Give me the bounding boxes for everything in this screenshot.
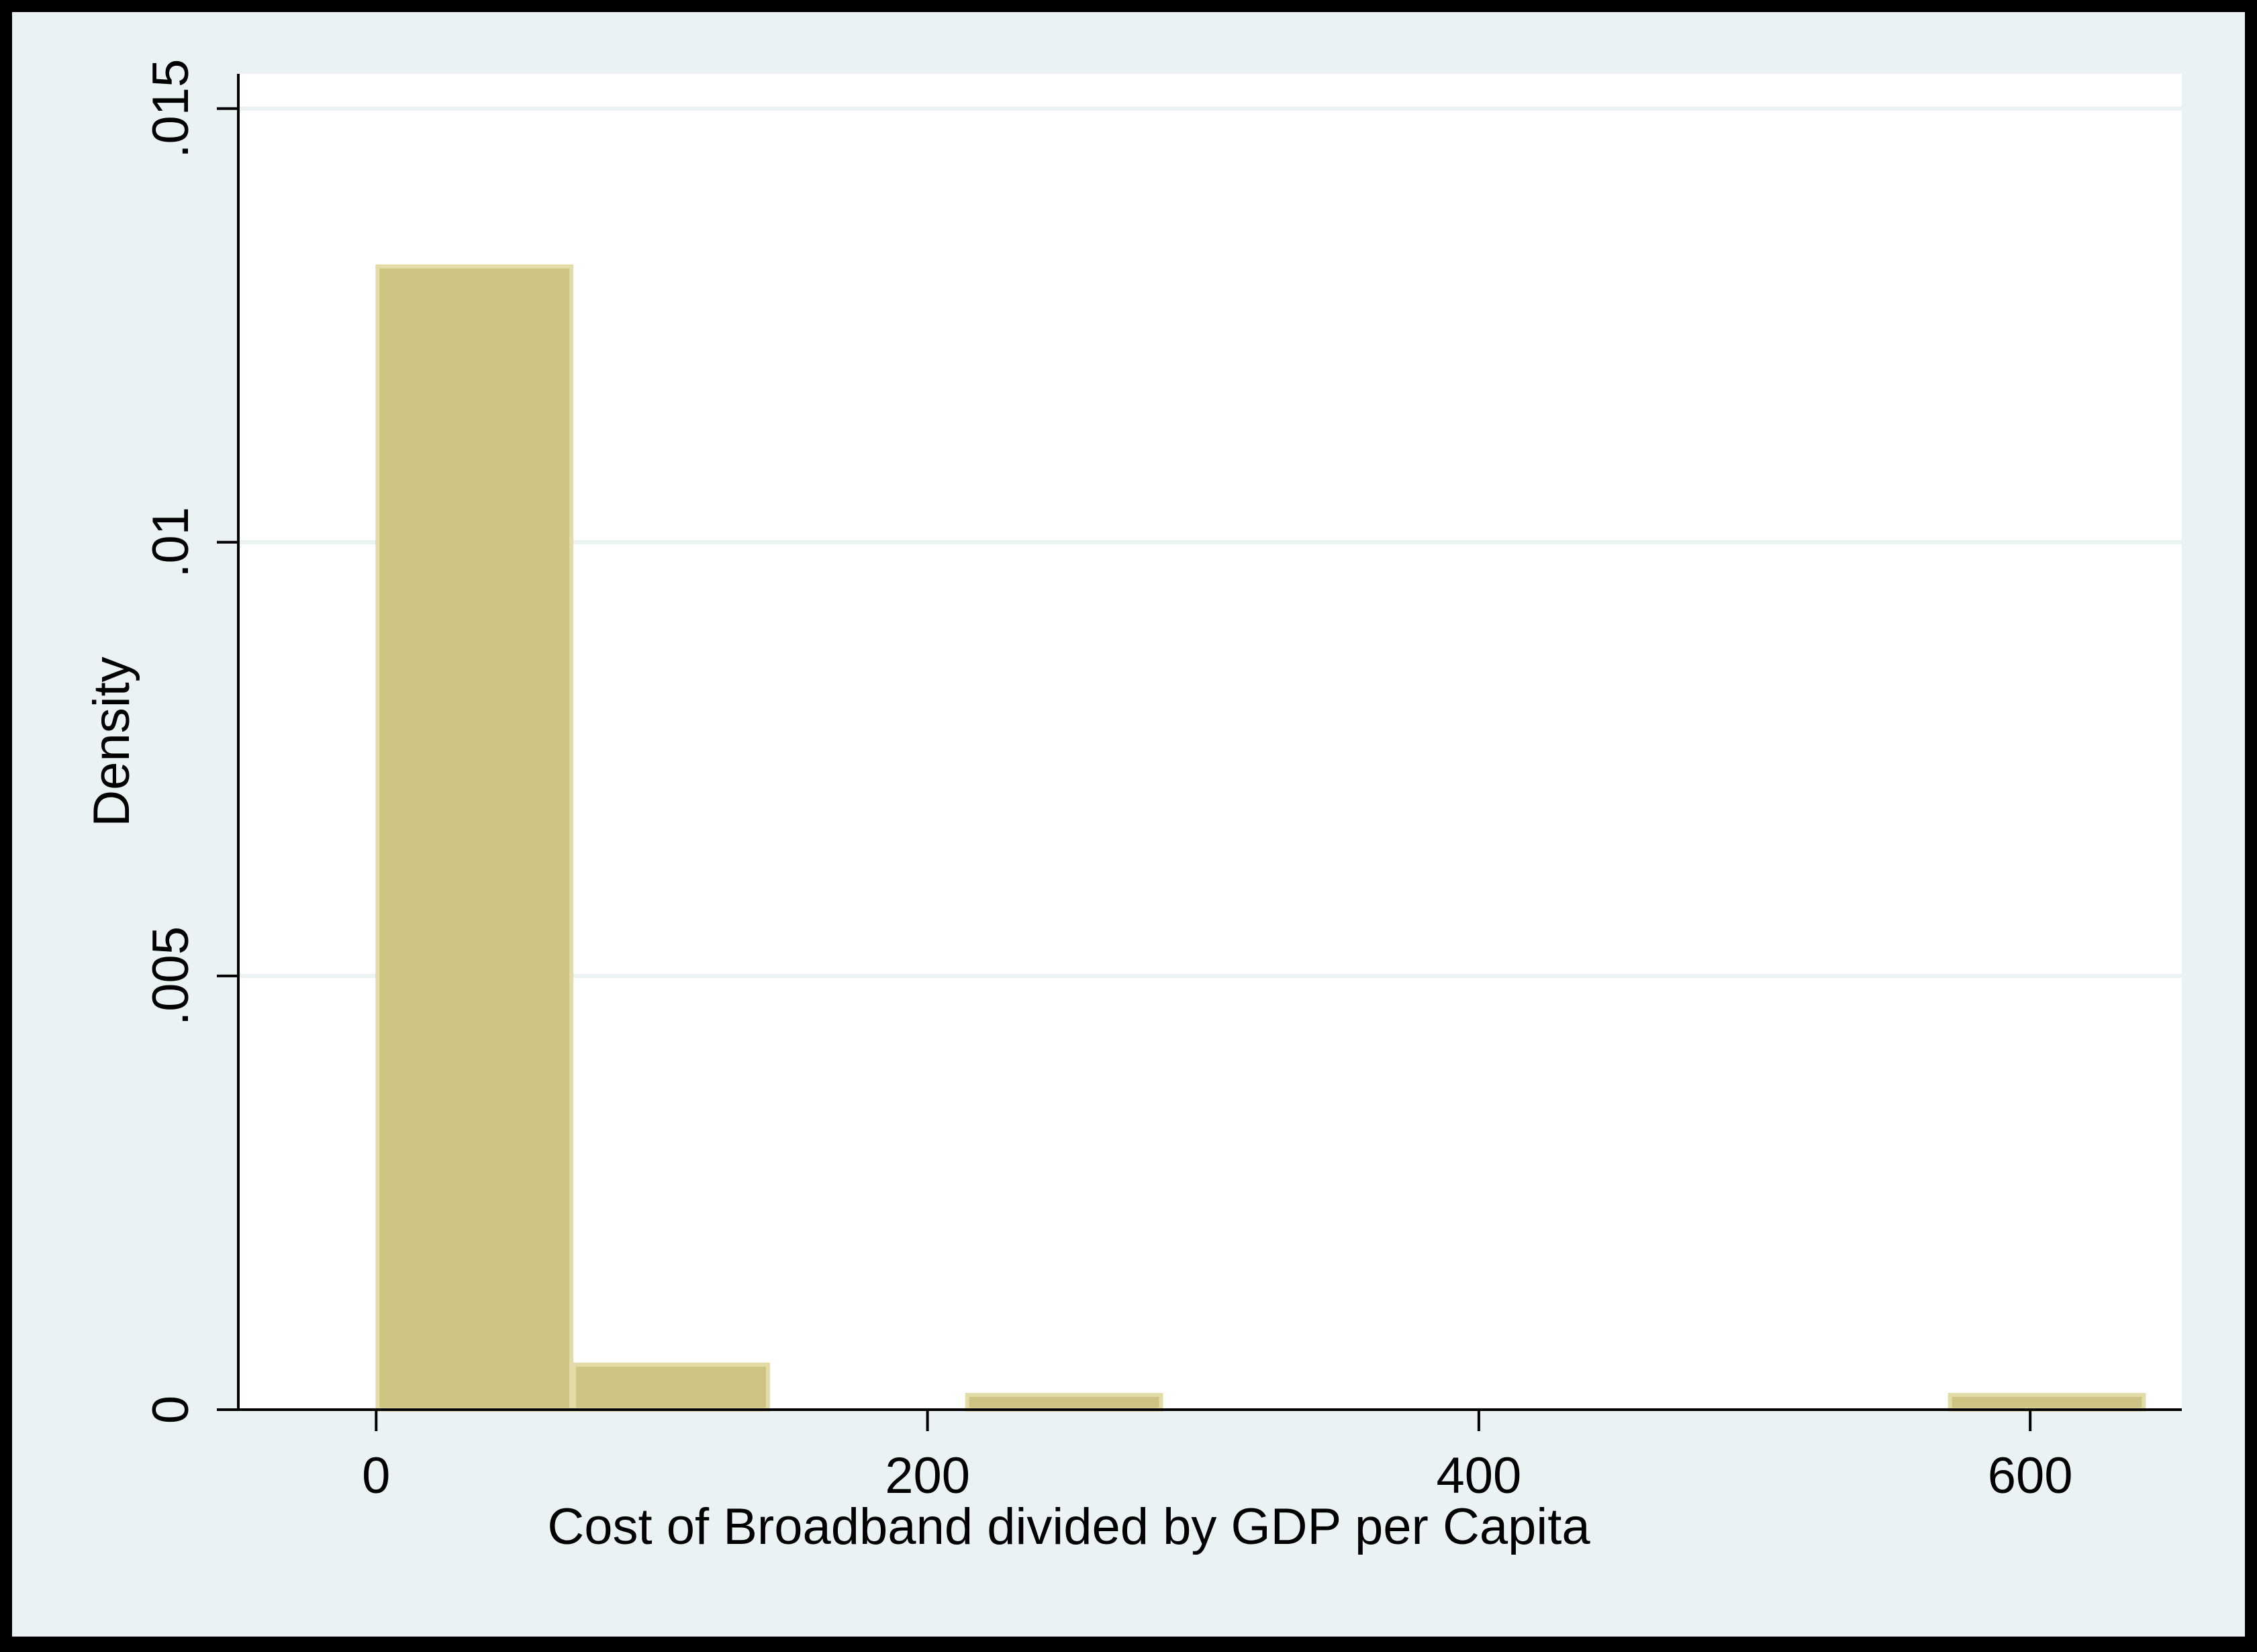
y-tick-label-0: 0 xyxy=(142,1396,199,1424)
axes xyxy=(237,74,2182,1411)
x-axis-ticks: 0 200 400 600 xyxy=(362,1410,2073,1504)
y-tick-label-2: .01 xyxy=(142,507,199,578)
histogram-bar-3 xyxy=(965,1393,1163,1412)
x-tick-label-1: 200 xyxy=(885,1447,970,1504)
histogram-bar-1 xyxy=(572,1362,770,1412)
x-tick-label-3: 600 xyxy=(1988,1447,2073,1504)
x-tick-label-0: 0 xyxy=(362,1447,390,1504)
x-tick-label-2: 400 xyxy=(1436,1447,1521,1504)
x-axis-title: Cost of Broadband divided by GDP per Cap… xyxy=(547,1498,1590,1555)
histogram-bar-8 xyxy=(1948,1393,2146,1412)
y-axis-ticks: 0 .005 .01 .015 xyxy=(142,59,238,1424)
histogram-bar-0 xyxy=(375,264,574,1412)
y-axis-title: Density xyxy=(83,657,140,826)
histogram-bars xyxy=(375,264,2146,1412)
y-tick-label-3: .015 xyxy=(142,59,199,158)
y-tick-label-1: .005 xyxy=(142,926,199,1026)
